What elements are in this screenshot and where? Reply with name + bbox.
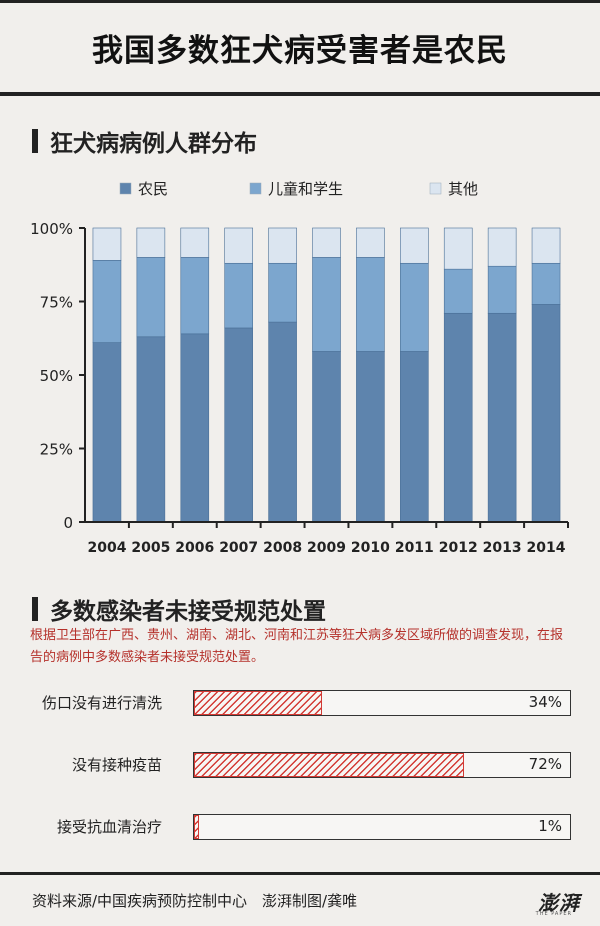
section-marker (32, 129, 38, 153)
thepaper-logo: 澎湃 THE PAPER (516, 885, 580, 919)
x-tick-label: 2010 (351, 540, 390, 556)
bar-2006-segment-2 (180, 227, 210, 258)
section-marker (32, 597, 38, 621)
bar-2004-segment-1 (92, 260, 122, 343)
legend-label: 其他 (448, 180, 478, 198)
section-title-distribution: 狂犬病病例人群分布 (32, 124, 257, 158)
bar-2004-segment-0 (92, 342, 122, 523)
bar-2010-segment-1 (356, 257, 385, 352)
source-credit: 资料来源/中国疾病预防控制中心 澎湃制图/龚唯 (32, 892, 358, 910)
stat-value: 34% (528, 693, 562, 711)
stacked-bar-chart: 农民 儿童和学生 其他 0 25% 50% 75% 100% 2004 2005 2006 2007 2… (30, 180, 569, 556)
logo-subtext: THE PAPER (535, 911, 572, 917)
bar-2009-segment-2 (312, 227, 341, 258)
bar-2005-segment-1 (136, 257, 166, 338)
stat-value: 72% (528, 755, 562, 773)
x-tick-label: 2013 (483, 540, 522, 556)
stat-row: 没有接种疫苗 72% (0, 752, 600, 778)
bar-2007-segment-1 (224, 262, 253, 329)
stat-bar-track: 1% (193, 814, 571, 840)
page-title: 我国多数狂犬病受害者是农民 (92, 33, 508, 69)
legend-label: 农民 (138, 180, 168, 198)
bar-2005-segment-0 (136, 336, 166, 523)
footer: 资料来源/中国疾病预防控制中心 澎湃制图/龚唯 澎湃 THE PAPER (0, 872, 600, 926)
bar-2012-segment-0 (443, 312, 473, 523)
x-tick-label: 2007 (219, 540, 258, 556)
y-tick-label: 100% (30, 220, 73, 238)
bar-2007-segment-2 (224, 227, 253, 264)
bar-2014-segment-1 (531, 262, 561, 305)
bar-2009-segment-1 (312, 257, 341, 352)
x-tick-label: 2011 (395, 540, 434, 556)
stat-bar-fill (194, 815, 199, 839)
section-title-text: 多数感染者未接受规范处置 (50, 599, 326, 625)
legend-swatch (249, 182, 262, 195)
stat-label: 接受抗血清治疗 (56, 818, 162, 836)
stat-bar-track: 72% (193, 752, 571, 778)
bar-2006-segment-0 (180, 333, 210, 523)
bar-2014-segment-2 (531, 227, 561, 264)
bar-2012-segment-1 (443, 268, 473, 314)
y-tick-label: 25% (40, 441, 73, 459)
bar-2011-segment-1 (400, 262, 429, 352)
bar-2013-segment-2 (487, 227, 517, 267)
bar-2014-segment-0 (531, 304, 561, 523)
section-title-text: 狂犬病病例人群分布 (50, 131, 257, 157)
stat-row: 接受抗血清治疗 1% (0, 814, 600, 840)
x-tick-label: 2005 (131, 540, 170, 556)
bar-2010-segment-2 (356, 227, 385, 258)
y-tick-label: 0 (63, 514, 73, 532)
logo-text: 澎湃 (538, 891, 580, 915)
stat-label: 伤口没有进行清洗 (41, 694, 162, 712)
stat-label: 没有接种疫苗 (71, 756, 162, 774)
bar-2005-segment-2 (136, 227, 166, 258)
section-title-treatment: 多数感染者未接受规范处置 (32, 592, 326, 626)
x-tick-label: 2014 (527, 540, 566, 556)
bar-2012-segment-2 (443, 227, 473, 270)
stat-bar-fill (194, 691, 322, 715)
stat-row: 伤口没有进行清洗 34% (0, 690, 600, 716)
bar-2006-segment-1 (180, 257, 210, 335)
y-tick-label: 50% (40, 367, 73, 385)
x-tick-label: 2008 (263, 540, 302, 556)
bar-2013-segment-0 (487, 312, 517, 523)
bar-2010-segment-0 (356, 351, 385, 523)
y-tick-label: 75% (40, 294, 73, 312)
bar-2008-segment-0 (268, 321, 297, 523)
x-tick-label: 2009 (307, 540, 346, 556)
x-tick-label: 2004 (87, 540, 126, 556)
stat-bar-fill (194, 753, 464, 777)
bar-2011-segment-2 (400, 227, 429, 264)
bar-2007-segment-0 (224, 327, 253, 523)
x-tick-label: 2012 (439, 540, 478, 556)
stat-value: 1% (538, 817, 562, 835)
legend-swatch (429, 182, 442, 195)
bar-2013-segment-1 (487, 265, 517, 314)
legend-label: 儿童和学生 (268, 180, 343, 198)
bar-2008-segment-1 (268, 262, 297, 323)
survey-description: 根据卫生部在广西、贵州、湖南、湖北、河南和江苏等狂犬病多发区域所做的调查发现，在… (30, 628, 564, 665)
stat-bar-track: 34% (193, 690, 571, 716)
title-bar: 我国多数狂犬病受害者是农民 (0, 0, 600, 96)
bar-2009-segment-0 (312, 351, 341, 523)
legend-swatch (119, 182, 132, 195)
x-tick-label: 2006 (175, 540, 214, 556)
bar-2008-segment-2 (268, 227, 297, 264)
bar-2004-segment-2 (92, 227, 122, 261)
bar-2011-segment-0 (400, 351, 429, 523)
